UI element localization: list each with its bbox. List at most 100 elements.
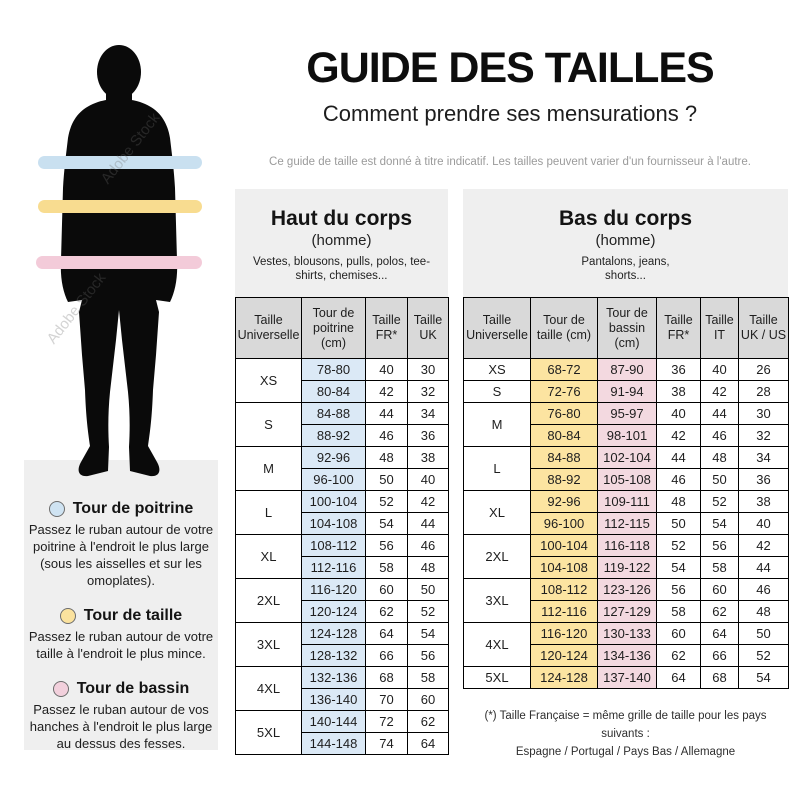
size-table: Taille Universelle Tour de taille (cm) Tou… (463, 297, 789, 689)
value-cell: 116-120 (530, 622, 598, 645)
value-cell: 100-104 (301, 490, 366, 513)
value-cell: 144-148 (301, 732, 366, 755)
section-title: Haut du corps (270, 207, 413, 230)
value-cell: 104-108 (301, 512, 366, 535)
column-header: Tour de taille (cm) (530, 297, 598, 359)
table-row: XS 78-80 40 30 (235, 358, 449, 403)
value-cell: 62 (365, 600, 408, 623)
table-row: 80-84 98-101 42 46 32 (464, 424, 789, 447)
value-cell: 62 (700, 600, 739, 623)
size-cell: L (463, 446, 531, 491)
value-cell: 60 (700, 578, 739, 601)
value-cell: 102-104 (597, 446, 657, 469)
value-cell: 112-116 (530, 600, 598, 623)
hips-measure-band (36, 256, 202, 269)
value-cell: 36 (407, 424, 449, 447)
value-cell: 68-72 (530, 358, 598, 381)
value-cell: 128-132 (301, 644, 366, 667)
value-cell: 54 (656, 556, 701, 579)
table-row: 88-92 105-108 46 50 36 (464, 468, 789, 491)
chest-color-dot-icon (48, 501, 65, 517)
lower-body-section-header: Bas du corps (homme) Pantalons, jeans, s… (463, 189, 788, 297)
size-cell: 3XL (235, 622, 302, 667)
value-cell: 124-128 (530, 666, 598, 689)
value-cell: 50 (365, 468, 408, 491)
value-cell: 26 (738, 358, 789, 381)
value-cell: 64 (407, 732, 449, 755)
table-row: 3XL 108-112 123-126 56 60 46 (463, 578, 789, 623)
table-row: XL 92-96 109-111 48 52 38 (463, 490, 789, 535)
value-cell: 72 (365, 710, 408, 733)
size-cell: 3XL (463, 578, 531, 623)
legend-description: Passez le ruban autour de vos hanches à … (29, 702, 213, 751)
value-cell: 32 (407, 380, 449, 403)
value-cell: 116-120 (301, 578, 366, 601)
value-cell: 119-122 (597, 556, 657, 579)
legend-description: Passez le ruban autour de votre taille à… (28, 629, 214, 661)
value-cell: 42 (700, 380, 739, 403)
page-subtitle: Comment prendre ses mensurations ? (322, 101, 698, 126)
legend-item-waist: Tour de taille Passez le ruban autour de… (24, 607, 218, 662)
size-cell: XS (463, 358, 531, 381)
value-cell: 78-80 (301, 358, 366, 381)
value-cell: 136-140 (301, 688, 366, 711)
value-cell: 40 (365, 358, 408, 381)
value-cell: 34 (738, 446, 789, 469)
value-cell: 50 (700, 468, 739, 491)
legend-item-hips: Tour de bassin Passez le ruban autour de… (24, 680, 218, 752)
value-cell: 34 (407, 402, 449, 425)
value-cell: 68 (365, 666, 408, 689)
value-cell: 112-115 (597, 512, 657, 535)
table-row: L 100-104 52 42 (235, 490, 449, 535)
value-cell: 46 (738, 578, 789, 601)
value-cell: 46 (407, 534, 449, 557)
value-cell: 40 (738, 512, 789, 535)
legend-description: Passez le ruban autour de votre poitrine… (28, 522, 214, 588)
table-row: S 84-88 44 34 (235, 402, 449, 447)
value-cell: 52 (407, 600, 449, 623)
value-cell: 120-124 (301, 600, 366, 623)
value-cell: 54 (700, 512, 739, 535)
value-cell: 56 (407, 644, 449, 667)
table-row: 136-140 70 60 (236, 688, 449, 711)
value-cell: 48 (407, 556, 449, 579)
value-cell: 42 (365, 380, 408, 403)
value-cell: 36 (738, 468, 789, 491)
table-row: 4XL 116-120 130-133 60 64 50 (463, 622, 789, 667)
value-cell: 44 (407, 512, 449, 535)
table-row: 96-100 50 40 (236, 468, 449, 491)
value-cell: 134-136 (597, 644, 657, 667)
size-cell: 2XL (235, 578, 302, 623)
size-cell: S (463, 380, 531, 403)
table-row: M 92-96 48 38 (235, 446, 449, 491)
value-cell: 137-140 (597, 666, 657, 689)
value-cell: 40 (407, 468, 449, 491)
value-cell: 40 (656, 402, 701, 425)
value-cell: 87-90 (597, 358, 657, 381)
value-cell: 105-108 (597, 468, 657, 491)
upper-body-size-table: Taille Universelle Tour de poitrine (cm) T… (235, 297, 449, 755)
table-row: 4XL 132-136 68 58 (235, 666, 449, 711)
table-row: S 72-76 91-94 38 42 28 (463, 380, 789, 403)
column-header: Tour de bassin (cm) (597, 297, 657, 359)
value-cell: 60 (656, 622, 701, 645)
value-cell: 64 (656, 666, 701, 689)
value-cell: 92-96 (530, 490, 598, 513)
value-cell: 58 (407, 666, 449, 689)
value-cell: 132-136 (301, 666, 366, 689)
table-row: 128-132 66 56 (236, 644, 449, 667)
value-cell: 42 (656, 424, 701, 447)
size-table: Taille Universelle Tour de poitrine (cm) T… (235, 297, 449, 755)
value-cell: 58 (656, 600, 701, 623)
value-cell: 91-94 (597, 380, 657, 403)
value-cell: 70 (365, 688, 408, 711)
lower-body-size-table: Taille Universelle Tour de taille (cm) Tou… (463, 297, 789, 689)
table-header-row: Taille Universelle Tour de poitrine (cm) T… (235, 297, 449, 359)
value-cell: 76-80 (530, 402, 598, 425)
size-cell: S (235, 402, 302, 447)
value-cell: 116-118 (597, 534, 657, 557)
disclaimer-text: Ce guide de taille est donné à titre ind… (269, 156, 751, 168)
size-cell: 4XL (235, 666, 302, 711)
value-cell: 100-104 (530, 534, 598, 557)
value-cell: 52 (656, 534, 701, 557)
